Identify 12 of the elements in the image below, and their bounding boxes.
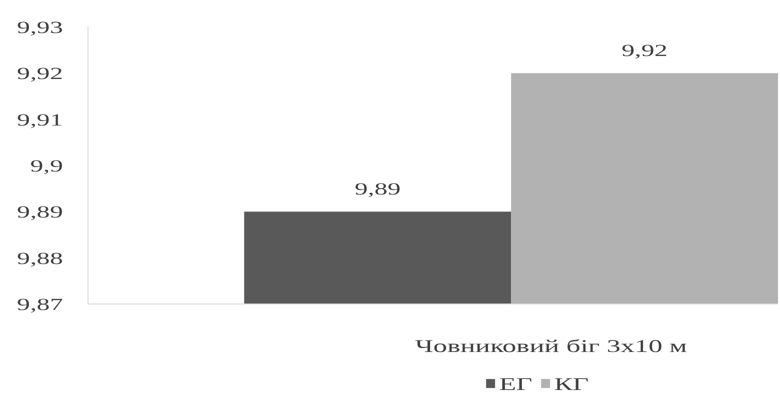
y-tick-label: 9,9	[30, 156, 63, 176]
legend-label: КГ	[554, 374, 589, 395]
y-tick-label: 9,92	[16, 64, 63, 83]
x-tick-label: Човниковий біг 3х10 м	[415, 336, 688, 357]
legend-label: ЕГ	[499, 374, 532, 395]
data-label: 9,89	[354, 179, 401, 198]
data-label: 9,92	[621, 40, 668, 60]
y-tick-label: 9,89	[16, 202, 63, 222]
y-tick-label: 9,93	[16, 18, 63, 37]
y-tick-label: 9,88	[16, 248, 63, 268]
y-tick-label: 9,91	[16, 110, 63, 130]
y-tick-label: 9,87	[16, 294, 63, 314]
